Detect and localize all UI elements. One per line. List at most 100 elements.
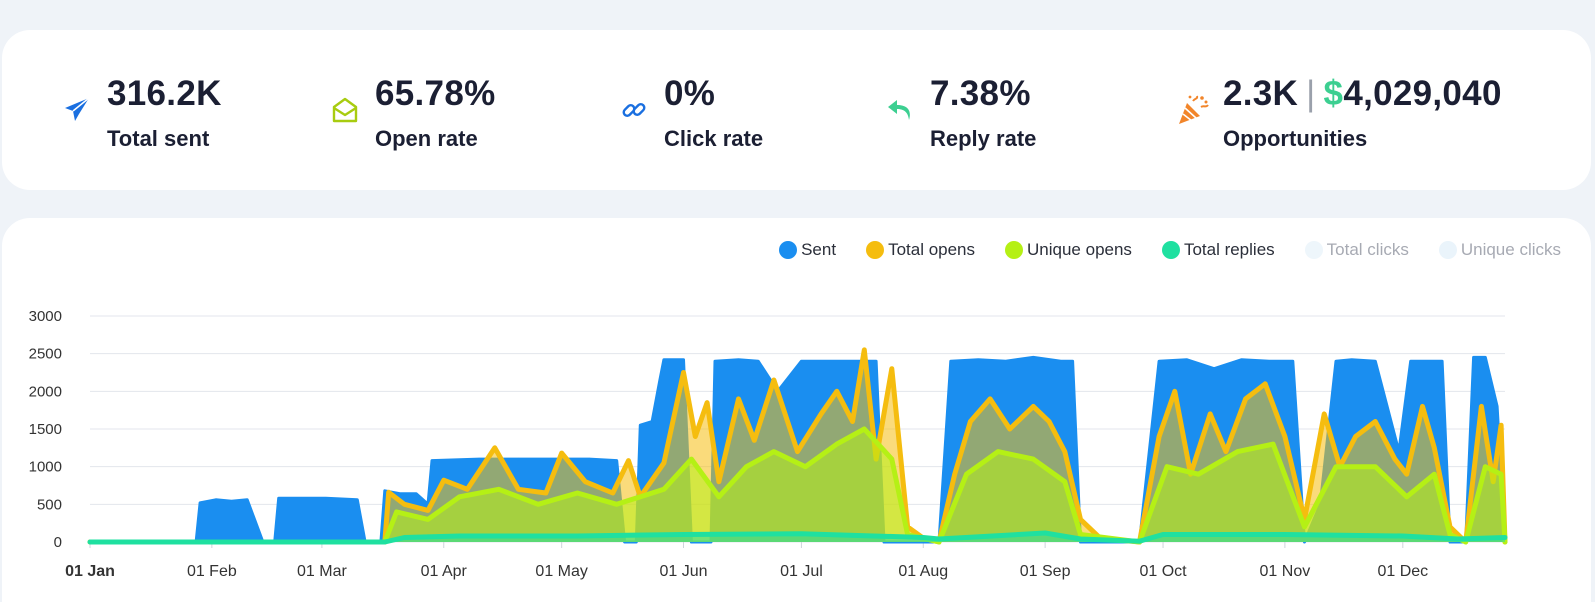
data-point-total-replies (1161, 533, 1165, 536)
data-point-total-opens (517, 488, 520, 491)
data-point-total-replies (1043, 531, 1047, 535)
data-point-unique-opens (1303, 525, 1306, 529)
data-point-sent (843, 360, 846, 363)
reply-rate-label: Reply rate (930, 126, 1037, 151)
data-point-total-opens (466, 488, 469, 491)
x-tick-label: 01 Oct (1139, 563, 1187, 580)
data-point-sent (823, 360, 827, 363)
legend-swatch (779, 241, 798, 259)
data-point-sent (1071, 360, 1074, 363)
data-point-sent (477, 457, 481, 461)
reply-rate-value: 7.38% (930, 74, 1031, 113)
data-point-unique-opens (745, 465, 748, 468)
data-point-total-opens (1283, 435, 1287, 438)
data-point-unique-opens (615, 503, 618, 506)
data-point-sent (430, 459, 434, 462)
data-point-total-opens (442, 479, 445, 482)
legend-item-total-opens[interactable]: Total opens (866, 240, 975, 260)
data-point-total-replies (1138, 540, 1141, 543)
y-tick-label: 1000 (29, 459, 62, 476)
x-tick-label: 01 Apr (421, 563, 468, 580)
data-point-sent (1495, 405, 1499, 408)
data-point-unique-opens (1405, 495, 1408, 498)
link-icon (614, 90, 654, 130)
data-point-total-opens (426, 509, 430, 512)
data-point-sent (415, 492, 418, 495)
data-point-sent (383, 489, 386, 492)
data-point-total-opens (387, 491, 390, 494)
data-point-sent (1409, 360, 1412, 363)
opportunities-value: 2.3K | $4,029,040 (1223, 74, 1502, 114)
data-point-total-replies (403, 536, 406, 539)
data-point-total-opens (627, 459, 630, 462)
data-point-total-replies (576, 534, 579, 538)
data-point-total-opens (1264, 382, 1267, 385)
y-tick-label: 1500 (29, 421, 62, 438)
data-point-unique-opens (1499, 473, 1503, 476)
legend-swatch (1005, 241, 1024, 259)
data-point-total-opens (1323, 412, 1326, 416)
data-point-unique-opens (576, 491, 579, 495)
legend-label: Total clicks (1326, 240, 1409, 259)
legend-swatch (1304, 241, 1323, 259)
data-point-sent (356, 498, 359, 501)
data-point-unique-opens (497, 488, 500, 491)
legend-item-total-replies[interactable]: Total replies (1161, 240, 1275, 260)
click-rate-value: 0% (664, 74, 716, 113)
data-point-total-opens (705, 401, 709, 404)
click-rate-label: Click rate (664, 126, 764, 151)
opportunities-amount: 4,029,040 (1343, 74, 1502, 113)
data-point-total-replies (922, 536, 925, 539)
data-point-sent (874, 360, 878, 363)
data-point-unique-opens (1236, 450, 1239, 453)
data-point-sent (615, 459, 618, 462)
data-point-total-opens (1354, 435, 1357, 438)
data-point-total-opens (1079, 518, 1082, 521)
data-point-unique-opens (804, 465, 807, 468)
data-point-sent (1212, 367, 1216, 370)
series-line-unique-opens (87, 426, 1508, 545)
data-point-sent (1334, 360, 1338, 363)
data-point-unique-opens (1197, 473, 1200, 476)
data-point-sent (1240, 358, 1243, 361)
x-tick-label: 01 Jul (780, 563, 823, 580)
legend-item-unique-opens[interactable]: Unique opens (1005, 240, 1132, 260)
data-point-total-opens (988, 397, 992, 401)
data-point-sent (682, 358, 685, 361)
legend-item-sent[interactable]: Sent (779, 240, 836, 260)
data-point-sent (1032, 356, 1035, 359)
legend-item-unique-clicks[interactable]: Unique clicks (1438, 240, 1561, 260)
data-point-total-opens (1421, 405, 1424, 408)
data-point-unique-opens (965, 473, 968, 476)
x-tick-label: 01 May (535, 563, 587, 580)
data-point-unique-opens (996, 450, 1000, 453)
data-point-sent (246, 498, 249, 501)
data-point-unique-opens (772, 450, 776, 453)
data-point-total-opens (1008, 427, 1011, 431)
data-point-total-opens (737, 397, 740, 401)
data-point-unique-opens (536, 503, 540, 506)
data-point-unique-opens (890, 457, 893, 461)
envelope-open-icon (325, 90, 365, 130)
legend-item-total-clicks[interactable]: Total clicks (1304, 240, 1409, 260)
data-point-sent (214, 498, 217, 501)
activity-chart: 0 500 1000 1500 2000 2500 3000 01 Jan 01 Feb 01 M… (29, 308, 1508, 580)
opportunities-separator: | (1306, 74, 1316, 113)
data-point-total-opens (1433, 446, 1436, 449)
data-point-total-opens (890, 367, 893, 370)
x-tick-label: 01 Dec (1377, 563, 1428, 580)
x-tick-label: 01 Nov (1260, 563, 1311, 580)
opportunities-count: 2.3K (1223, 74, 1299, 113)
data-point-total-opens (819, 412, 823, 416)
y-tick-label: 500 (37, 496, 62, 513)
data-point-total-opens (560, 451, 563, 455)
data-point-total-opens (753, 439, 756, 442)
data-point-total-replies (1456, 537, 1460, 541)
data-point-unique-opens (1334, 465, 1338, 468)
data-point-total-opens (493, 446, 496, 449)
chart-card: Sent Total opens Unique opens Total replies… (2, 218, 1591, 602)
data-point-total-replies (1503, 536, 1507, 539)
data-point-unique-opens (863, 427, 866, 431)
data-point-total-replies (1283, 533, 1287, 536)
data-point-total-opens (1209, 412, 1212, 416)
